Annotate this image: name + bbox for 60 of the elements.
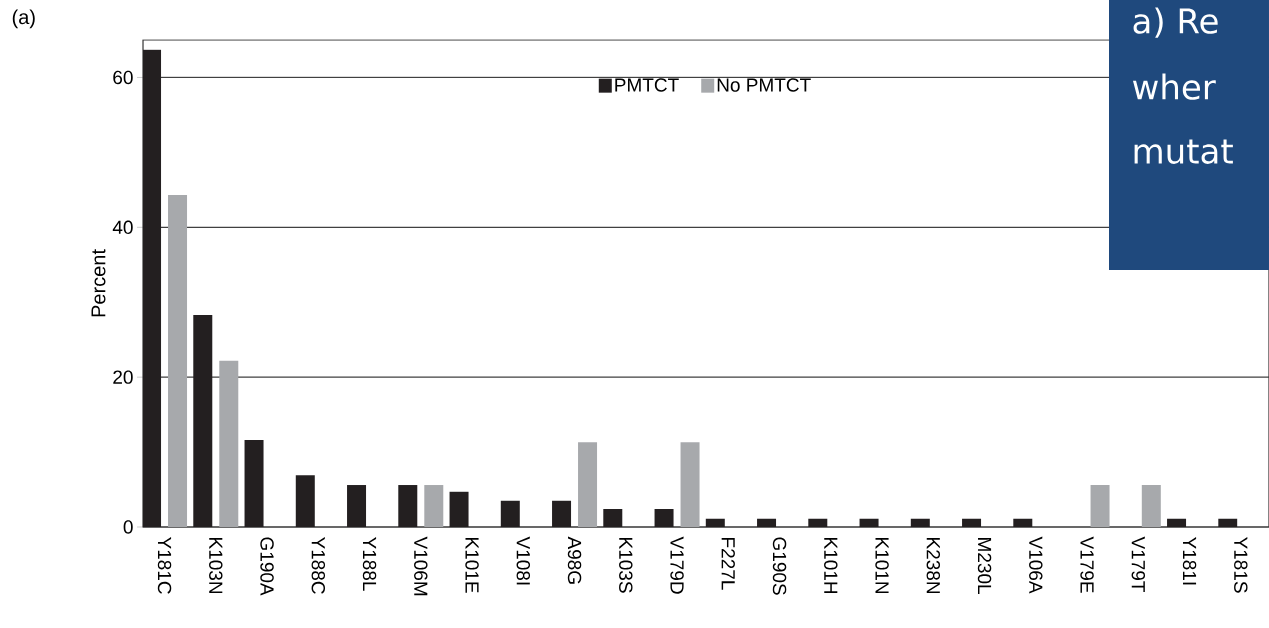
x-tick-label: G190A bbox=[260, 537, 274, 596]
bar bbox=[910, 518, 930, 527]
x-tick-label: Y188C bbox=[311, 536, 326, 594]
bar bbox=[578, 442, 598, 527]
bar bbox=[193, 314, 213, 527]
bar bbox=[347, 485, 367, 527]
y-tick-label: 40 bbox=[112, 220, 133, 235]
bar bbox=[295, 475, 315, 527]
chart-title: (a) bbox=[12, 9, 35, 29]
bar bbox=[680, 442, 700, 527]
x-tick-label: K238N bbox=[926, 538, 941, 594]
bar bbox=[219, 360, 239, 527]
bar bbox=[962, 518, 982, 527]
legend-label: No PMTCT bbox=[717, 78, 811, 92]
bar bbox=[500, 500, 520, 527]
legend-label: PMTCT bbox=[615, 78, 679, 92]
bar bbox=[705, 518, 725, 527]
bar bbox=[552, 500, 572, 527]
x-tick-label: K103N bbox=[209, 538, 223, 594]
x-tick-label: K101H bbox=[824, 538, 838, 594]
annotation: wher bbox=[1132, 73, 1216, 100]
x-tick-label: V108I bbox=[516, 536, 531, 585]
bar bbox=[757, 518, 777, 527]
x-tick-label: K101N bbox=[875, 538, 889, 594]
bar bbox=[654, 509, 674, 527]
bar bbox=[424, 485, 444, 527]
bar bbox=[808, 518, 828, 527]
x-tick-label: Y188L bbox=[362, 536, 377, 591]
bar bbox=[168, 195, 188, 527]
y-tick-label: 0 bbox=[123, 520, 133, 534]
bar bbox=[1013, 518, 1033, 527]
x-tick-label: V179E bbox=[1080, 536, 1094, 593]
bar bbox=[1167, 518, 1187, 527]
bar bbox=[398, 485, 418, 527]
x-tick-label: F227L bbox=[721, 538, 735, 590]
x-tick-label: V179T bbox=[1131, 536, 1146, 593]
y-axis-title: Percent bbox=[91, 249, 106, 317]
bar bbox=[244, 440, 264, 527]
x-tick-label: G190S bbox=[772, 537, 787, 595]
y-tick-label: 60 bbox=[113, 70, 133, 85]
annotation: mutat bbox=[1134, 139, 1233, 164]
bar bbox=[1090, 485, 1110, 527]
y-tick-label: 20 bbox=[113, 370, 133, 384]
bar bbox=[1141, 485, 1161, 527]
bar bbox=[859, 518, 879, 527]
x-tick-label: V106M bbox=[414, 536, 428, 596]
text: a) Re bbox=[1133, 7, 1218, 38]
bar bbox=[603, 509, 623, 527]
x-tick-label: A98G bbox=[567, 536, 582, 584]
x-tick-label: V179D bbox=[670, 536, 684, 594]
x-tick-label: Y181C bbox=[157, 536, 172, 594]
x-tick-label: Y181S bbox=[1234, 536, 1248, 593]
bar bbox=[449, 491, 469, 527]
bar bbox=[1218, 518, 1238, 527]
x-tick-label: V106A bbox=[1029, 536, 1043, 594]
x-tick-label: K103S bbox=[619, 538, 633, 593]
x-tick-label: Y181I bbox=[1182, 536, 1197, 585]
x-tick-label: K101E bbox=[465, 538, 479, 593]
x-tick-label: M230L bbox=[977, 538, 992, 594]
bar bbox=[143, 49, 162, 527]
